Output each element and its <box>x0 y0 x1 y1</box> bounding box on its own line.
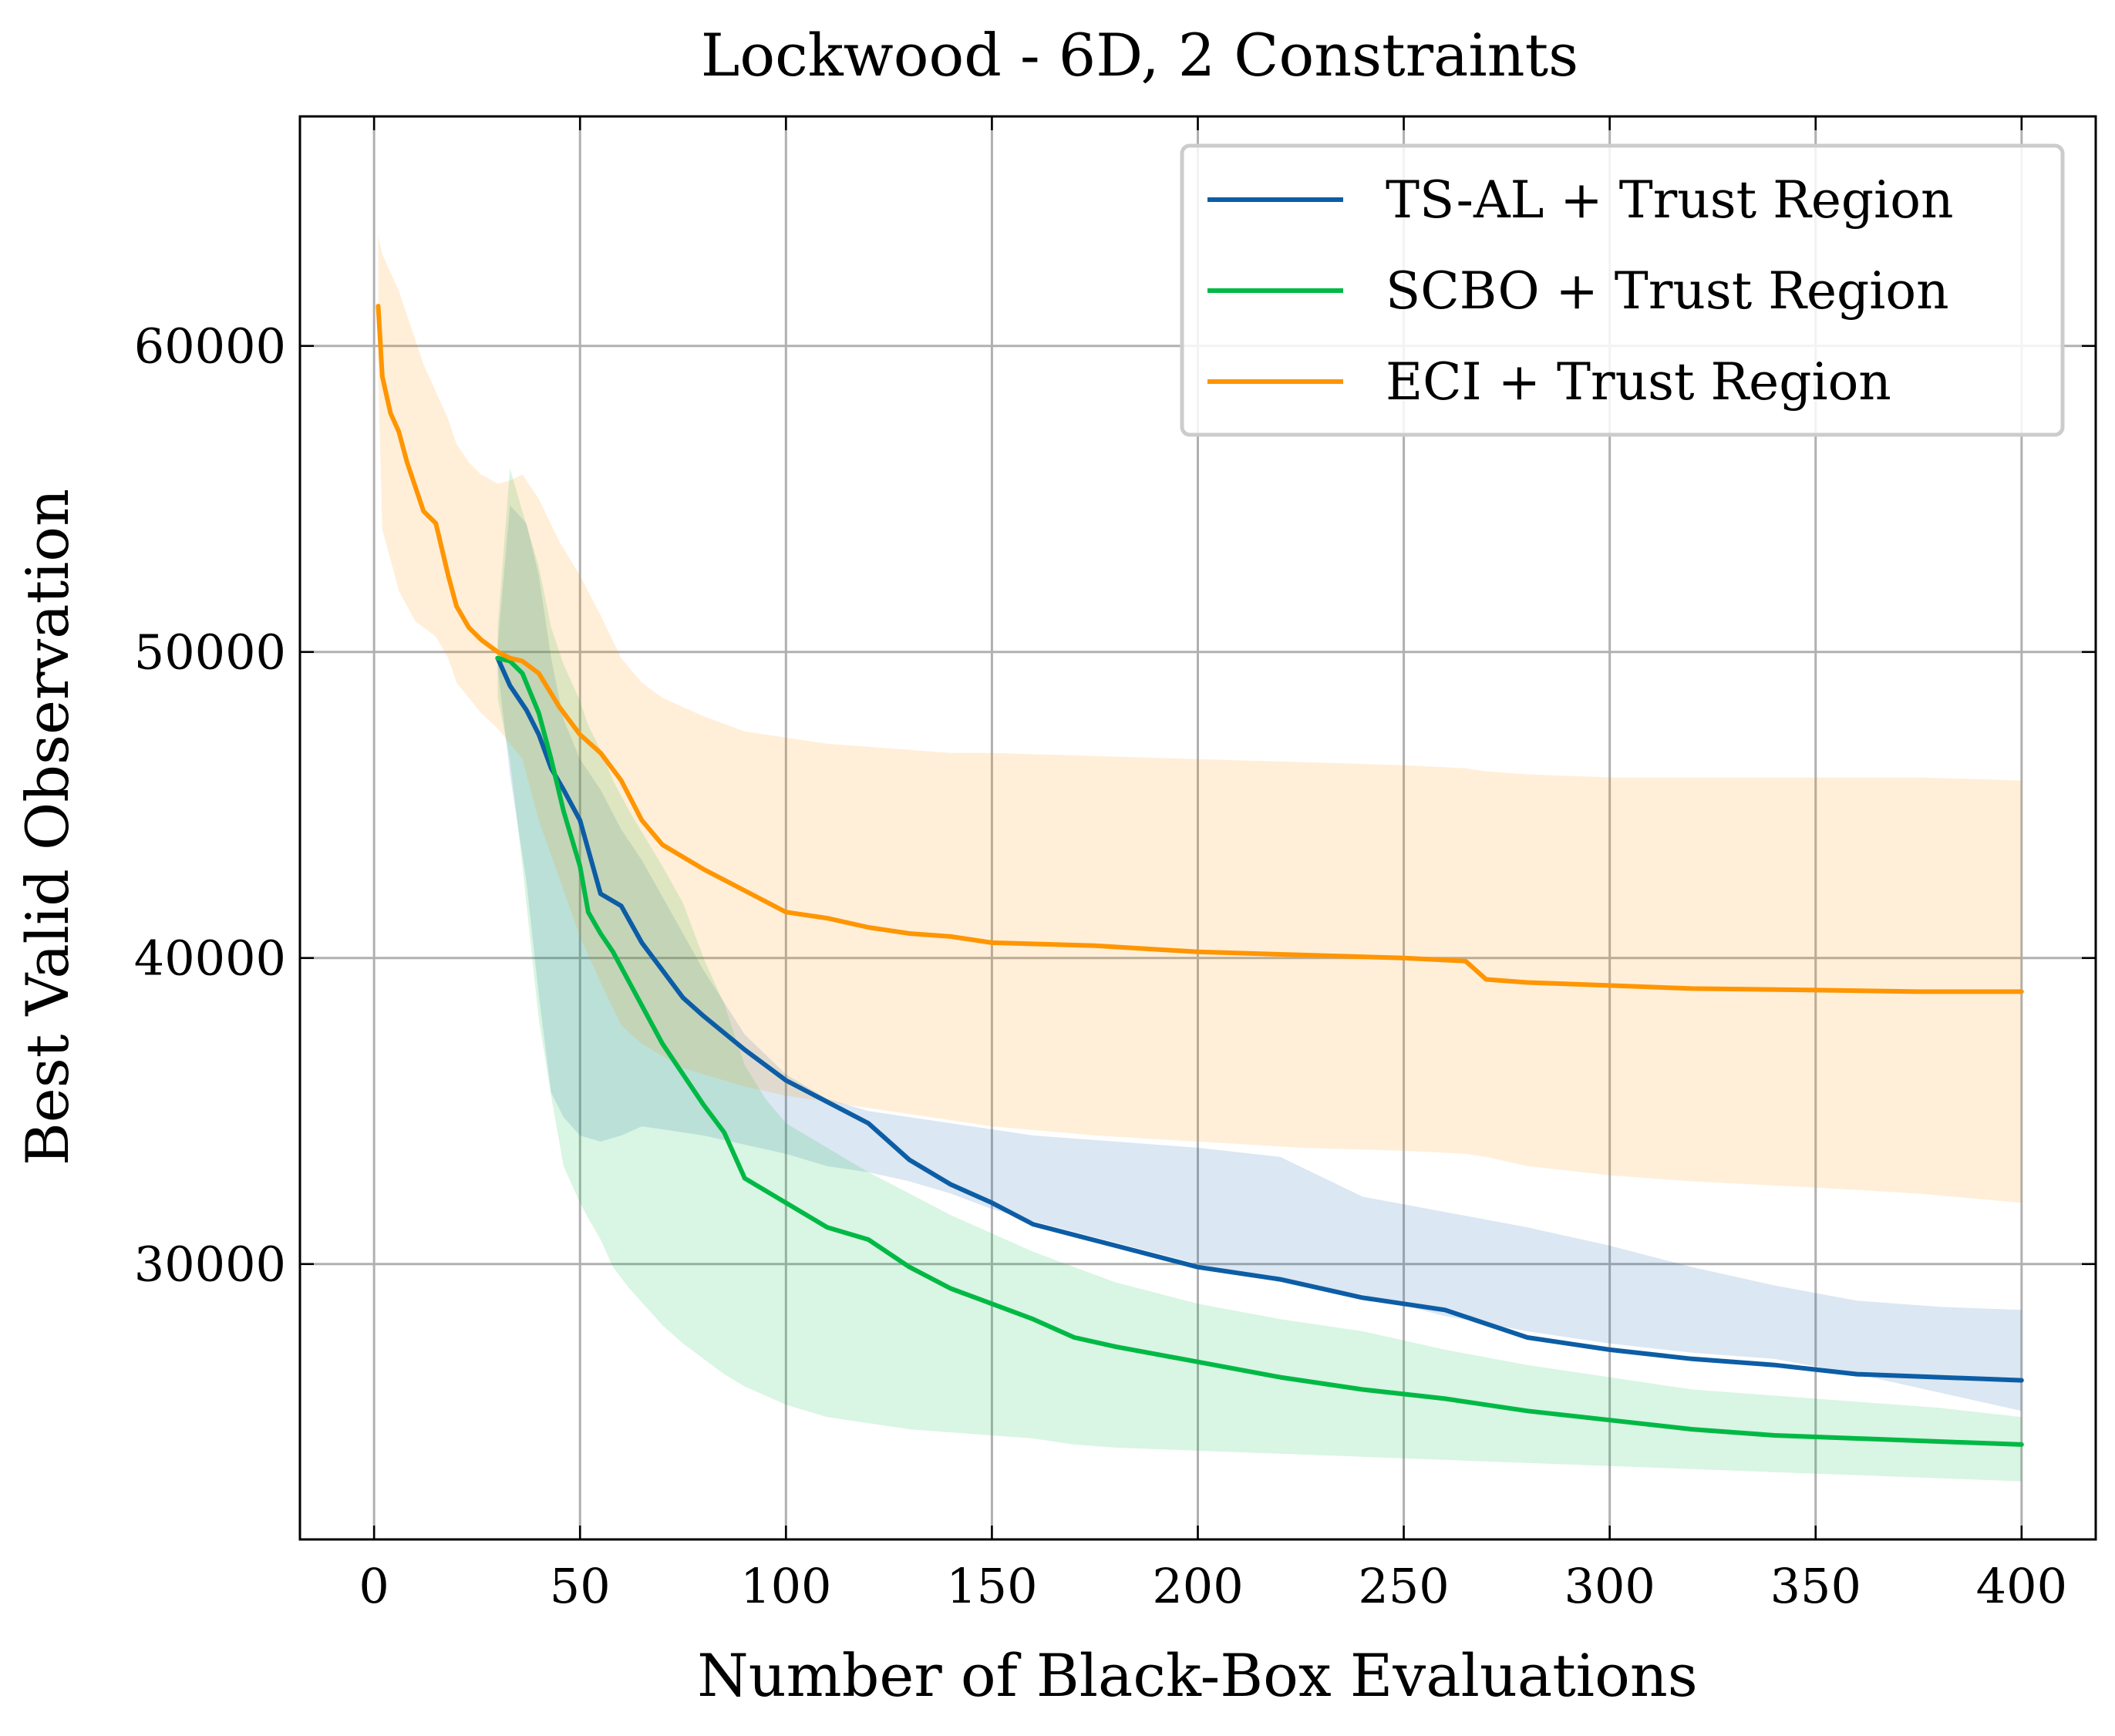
y-tick-label: 50000 <box>134 624 286 681</box>
x-tick-label: 50 <box>550 1558 611 1614</box>
x-tick-label: 0 <box>359 1558 389 1614</box>
series-lines <box>376 304 2024 1447</box>
confidence-band <box>378 235 2022 1203</box>
plot-frame <box>298 115 2097 1541</box>
x-tick-label: 350 <box>1770 1558 1861 1614</box>
series-line <box>495 655 2024 1447</box>
x-tick-label: 400 <box>1976 1558 2067 1614</box>
legend-label: TS-AL + Trust Region <box>1386 170 1954 230</box>
chart-title: Lockwood - 6D, 2 Constraints <box>701 21 1578 89</box>
legend-label: SCBO + Trust Region <box>1386 261 1949 321</box>
y-tick-label: 60000 <box>134 318 286 375</box>
x-tick-label: 100 <box>740 1558 831 1614</box>
confidence-bands <box>378 235 2022 1482</box>
x-axis-label: Number of Black-Box Evaluations <box>697 1641 1698 1710</box>
y-tick-label: 30000 <box>134 1236 286 1293</box>
legend: TS-AL + Trust Region SCBO + Trust Region E… <box>1180 143 2065 437</box>
confidence-band <box>497 468 2022 1482</box>
series-line <box>495 655 2024 1383</box>
x-tick-label: 150 <box>946 1558 1037 1614</box>
x-tick-label: 250 <box>1358 1558 1449 1614</box>
confidence-band <box>497 505 2022 1411</box>
y-axis-label: Best Valid Observation <box>13 489 82 1166</box>
x-tick-label: 200 <box>1152 1558 1243 1614</box>
legend-box <box>1180 143 2065 437</box>
x-tick-label: 300 <box>1564 1558 1655 1614</box>
series-line <box>376 304 2024 994</box>
y-tick-label: 40000 <box>134 930 286 987</box>
axis-ticks: 0 50 100 150 200 250 300 350 400 30000 40000 50000 6… <box>134 116 2096 1614</box>
legend-label: ECI + Trust Region <box>1386 352 1891 412</box>
